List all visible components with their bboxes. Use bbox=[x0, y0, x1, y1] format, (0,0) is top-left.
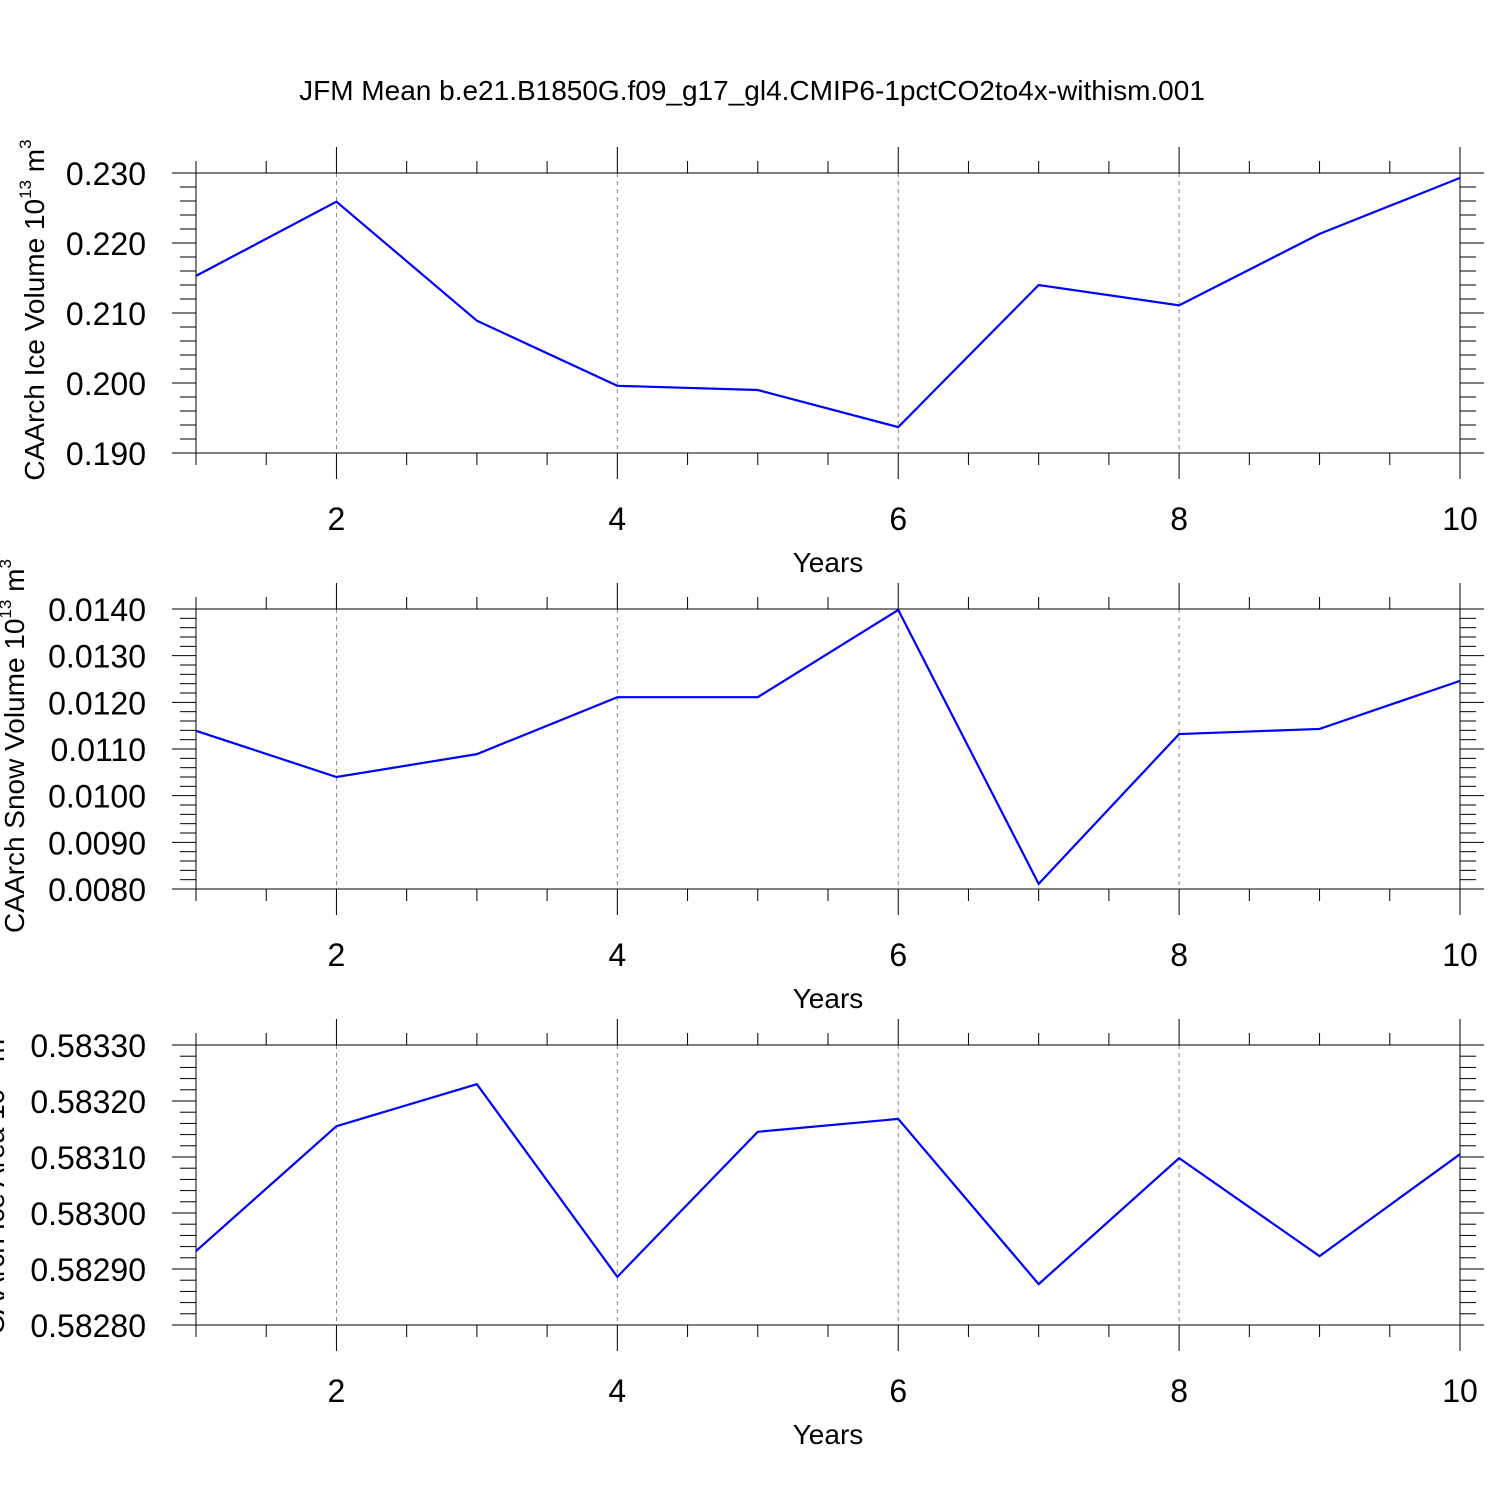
series-line bbox=[195, 1082, 1461, 1286]
y-label-exponent: 13 bbox=[16, 180, 35, 199]
panel-3: 2 4 6 8 10 0.58280 0.58290 0.58300 0.58310 0.5832… bbox=[0, 1019, 1484, 1450]
y-tick-label: 0.0110 bbox=[51, 732, 147, 768]
y-label-unit: m bbox=[0, 569, 30, 600]
y-tick-label: 0.210 bbox=[66, 296, 146, 332]
y-tick-label: 0.58290 bbox=[30, 1252, 146, 1288]
x-tick-label: 8 bbox=[1170, 1373, 1188, 1409]
panel-1: 2 4 6 8 10 0.190 0.200 0.210 0.220 0.230 Years CAAr… bbox=[16, 139, 1484, 578]
x-tick-label: 4 bbox=[608, 937, 626, 973]
x-tick-label: 4 bbox=[608, 1373, 626, 1409]
y-tick-label: 0.200 bbox=[66, 366, 146, 402]
y-label-unit-exponent: 3 bbox=[16, 139, 35, 148]
x-tick-label: 2 bbox=[328, 1373, 346, 1409]
y-label-text: CAArch Snow Volume 10 bbox=[0, 619, 30, 933]
plot-frame bbox=[195, 172, 1461, 454]
y-tick-label: 0.0120 bbox=[48, 685, 146, 721]
y-tick-label: 0.0090 bbox=[48, 825, 146, 861]
y-tick-label: 0.0140 bbox=[48, 592, 146, 628]
y-axis-label: CAArch Ice Volume 1013 m3 bbox=[16, 139, 50, 480]
chart-title: JFM Mean b.e21.B1850G.f09_g17_gl4.CMIP6-… bbox=[299, 75, 1205, 106]
x-tick-label: 8 bbox=[1170, 501, 1188, 537]
x-tick-label: 6 bbox=[889, 937, 907, 973]
y-label-text: CAArch Ice Volume 10 bbox=[19, 199, 50, 481]
x-tick-label: 10 bbox=[1442, 501, 1478, 537]
x-tick-label: 8 bbox=[1170, 937, 1188, 973]
y-tick-label: 0.58280 bbox=[30, 1308, 146, 1344]
x-axis-label: Years bbox=[793, 983, 864, 1014]
x-tick-label: 6 bbox=[889, 1373, 907, 1409]
x-tick-label: 4 bbox=[608, 501, 626, 537]
y-label-unit: m bbox=[19, 149, 50, 180]
plot-frame bbox=[195, 1044, 1461, 1326]
x-tick-label: 2 bbox=[328, 937, 346, 973]
x-tick-label: 2 bbox=[328, 501, 346, 537]
x-axis-label: Years bbox=[793, 1419, 864, 1450]
y-tick-label: 0.58300 bbox=[30, 1196, 146, 1232]
y-axis-label: CAArch Ice Area 1013 m2 bbox=[0, 1029, 10, 1334]
panel-2: 2 4 6 8 10 0.0080 0.0090 0.0100 0.0110 0.0120 0.01… bbox=[0, 559, 1484, 1014]
y-label-unit-exponent: 3 bbox=[0, 559, 15, 568]
x-tick-label: 6 bbox=[889, 501, 907, 537]
y-tick-label: 0.0100 bbox=[48, 779, 146, 815]
y-tick-label: 0.0080 bbox=[48, 872, 146, 908]
y-tick-label: 0.58330 bbox=[30, 1028, 146, 1064]
x-tick-label: 10 bbox=[1442, 1373, 1478, 1409]
y-tick-label: 0.58310 bbox=[30, 1140, 146, 1176]
y-tick-label: 0.190 bbox=[66, 436, 146, 472]
y-label-text: CAArch Ice Area 10 bbox=[0, 1089, 10, 1335]
y-label-unit: m bbox=[0, 1039, 10, 1070]
series-line bbox=[195, 608, 1461, 886]
plot-frame bbox=[195, 608, 1461, 890]
y-tick-label: 0.58320 bbox=[30, 1084, 146, 1120]
y-axis-label: CAArch Snow Volume 1013 m3 bbox=[0, 559, 30, 933]
x-axis-label: Years bbox=[793, 547, 864, 578]
y-tick-label: 0.0130 bbox=[48, 639, 146, 675]
series-line bbox=[195, 176, 1461, 429]
x-tick-label: 10 bbox=[1442, 937, 1478, 973]
y-tick-label: 0.220 bbox=[66, 226, 146, 262]
y-tick-label: 0.230 bbox=[66, 156, 146, 192]
y-label-exponent: 13 bbox=[0, 600, 15, 619]
